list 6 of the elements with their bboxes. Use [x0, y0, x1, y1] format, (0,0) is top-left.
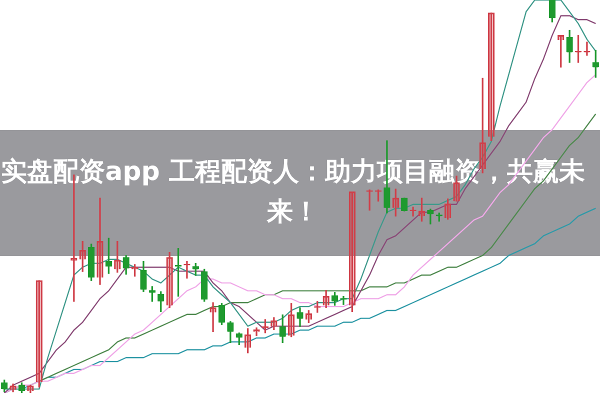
candlestick [340, 296, 347, 305]
candlestick [166, 252, 173, 308]
candlestick [10, 384, 16, 392]
candlestick [410, 206, 416, 216]
candlestick [96, 198, 104, 285]
candlestick [210, 302, 216, 332]
